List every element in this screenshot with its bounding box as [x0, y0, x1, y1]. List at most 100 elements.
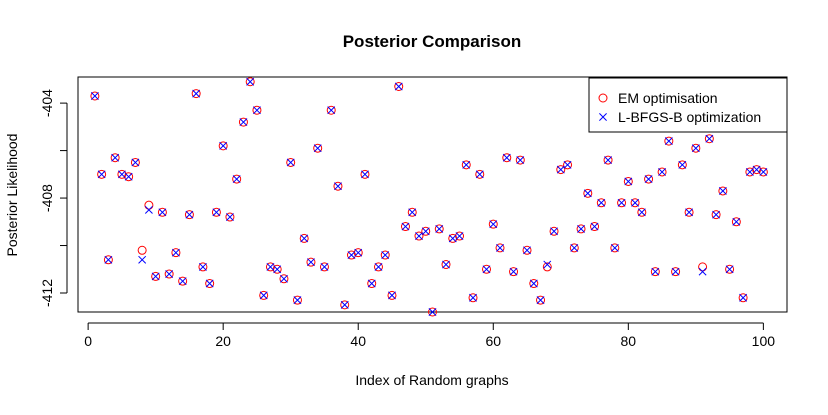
x-tick-label: 80: [621, 333, 637, 349]
em-point: [468, 293, 478, 303]
lbfgsb-point: [212, 208, 221, 217]
x-tick-label: 20: [215, 333, 231, 349]
lbfgsb-point: [415, 232, 423, 240]
em-point: [691, 143, 701, 153]
em-point: [157, 207, 167, 217]
em-point: [245, 77, 255, 87]
lbfgsb-point: [198, 262, 207, 271]
lbfgsb-point: [394, 82, 403, 91]
em-point: [373, 262, 383, 272]
x-tick-label: 60: [485, 333, 501, 349]
y-tick-label: -412: [39, 279, 55, 307]
legend-box: [588, 77, 788, 133]
lbfgsb-point: [678, 160, 687, 169]
em-point: [556, 165, 566, 175]
lbfgsb-point: [739, 293, 748, 302]
lbfgsb-point: [131, 158, 140, 167]
lbfgsb-point: [320, 262, 329, 271]
lbfgsb-point: [556, 165, 565, 174]
em-point: [529, 279, 539, 289]
lbfgsb-point: [597, 198, 606, 207]
lbfgsb-point: [408, 208, 417, 217]
em-point: [603, 155, 613, 165]
lbfgsb-point: [219, 141, 228, 150]
lbfgsb-point: [334, 182, 342, 191]
em-point: [583, 188, 593, 198]
lbfgsb-point: [664, 137, 673, 146]
em-point: [211, 207, 221, 217]
em-point: [704, 134, 714, 144]
lbfgsb-point: [185, 210, 194, 219]
lbfgsb-point: [165, 270, 174, 278]
em-point: [482, 264, 492, 274]
em-point: [549, 226, 559, 236]
lbfgsb-point: [293, 296, 302, 305]
lbfgsb-point: [171, 248, 180, 257]
em-point: [171, 248, 181, 258]
lbfgsb-point: [97, 170, 106, 179]
em-point: [326, 105, 336, 115]
legend-lbfgsb-marker: [599, 113, 607, 121]
lbfgsb-point: [428, 308, 437, 316]
em-point: [461, 160, 471, 170]
em-point: [259, 290, 269, 300]
lbfgsb-point: [388, 291, 396, 300]
chart-title: Posterior Comparison: [343, 32, 522, 51]
y-axis-label: Posterior Likelihood: [4, 134, 20, 257]
lbfgsb-point: [509, 267, 518, 276]
em-point: [522, 245, 532, 255]
lbfgsb-point: [279, 274, 288, 283]
em-point: [299, 233, 309, 243]
lbfgsb-point: [246, 77, 255, 86]
em-point: [252, 105, 262, 115]
legend-em-marker: [598, 93, 608, 103]
lbfgsb-point: [354, 248, 363, 257]
em-point: [650, 267, 660, 277]
lbfgsb-point: [462, 160, 471, 169]
em-point: [313, 143, 323, 153]
em-point: [738, 293, 748, 303]
lbfgsb-point: [550, 227, 558, 236]
em-point: [563, 160, 573, 170]
em-point: [657, 167, 667, 177]
lbfgsb-point: [104, 255, 113, 264]
lbfgsb-point: [685, 208, 694, 217]
y-tick-label: -408: [39, 184, 55, 212]
em-point: [502, 153, 512, 163]
lbfgsb-point: [712, 210, 721, 219]
lbfgsb-point: [90, 92, 99, 100]
lbfgsb-point: [178, 277, 187, 286]
em-point: [677, 160, 687, 170]
lbfgsb-point: [529, 279, 538, 288]
lbfgsb-point: [583, 189, 592, 198]
x-tick-label: 100: [752, 333, 776, 349]
lbfgsb-point: [340, 300, 349, 309]
lbfgsb-point: [752, 165, 761, 174]
lbfgsb-point: [718, 186, 727, 195]
lbfgsb-point: [759, 167, 768, 176]
lbfgsb-point: [313, 144, 322, 153]
em-point: [711, 210, 721, 220]
x-tick-label: 40: [350, 333, 366, 349]
lbfgsb-point: [725, 265, 734, 274]
em-point: [130, 157, 140, 167]
em-point: [644, 174, 654, 184]
lbfgsb-point: [516, 156, 525, 165]
lbfgsb-point: [435, 224, 444, 233]
lbfgsb-point: [266, 262, 275, 271]
em-point: [731, 217, 741, 227]
lbfgsb-point: [455, 232, 464, 240]
em-point: [495, 243, 505, 253]
lbfgsb-point: [300, 234, 309, 243]
lbfgsb-point: [307, 258, 315, 267]
lbfgsb-point: [225, 213, 234, 222]
lbfgsb-point: [536, 296, 545, 305]
em-point: [542, 262, 552, 272]
lbfgsb-point: [732, 217, 741, 226]
lbfgsb-point: [698, 267, 707, 276]
x-axis-label: Index of Random graphs: [355, 372, 508, 388]
lbfgsb-point: [617, 198, 626, 207]
em-point: [205, 279, 215, 289]
em-point: [333, 181, 343, 191]
em-point: [292, 295, 302, 305]
